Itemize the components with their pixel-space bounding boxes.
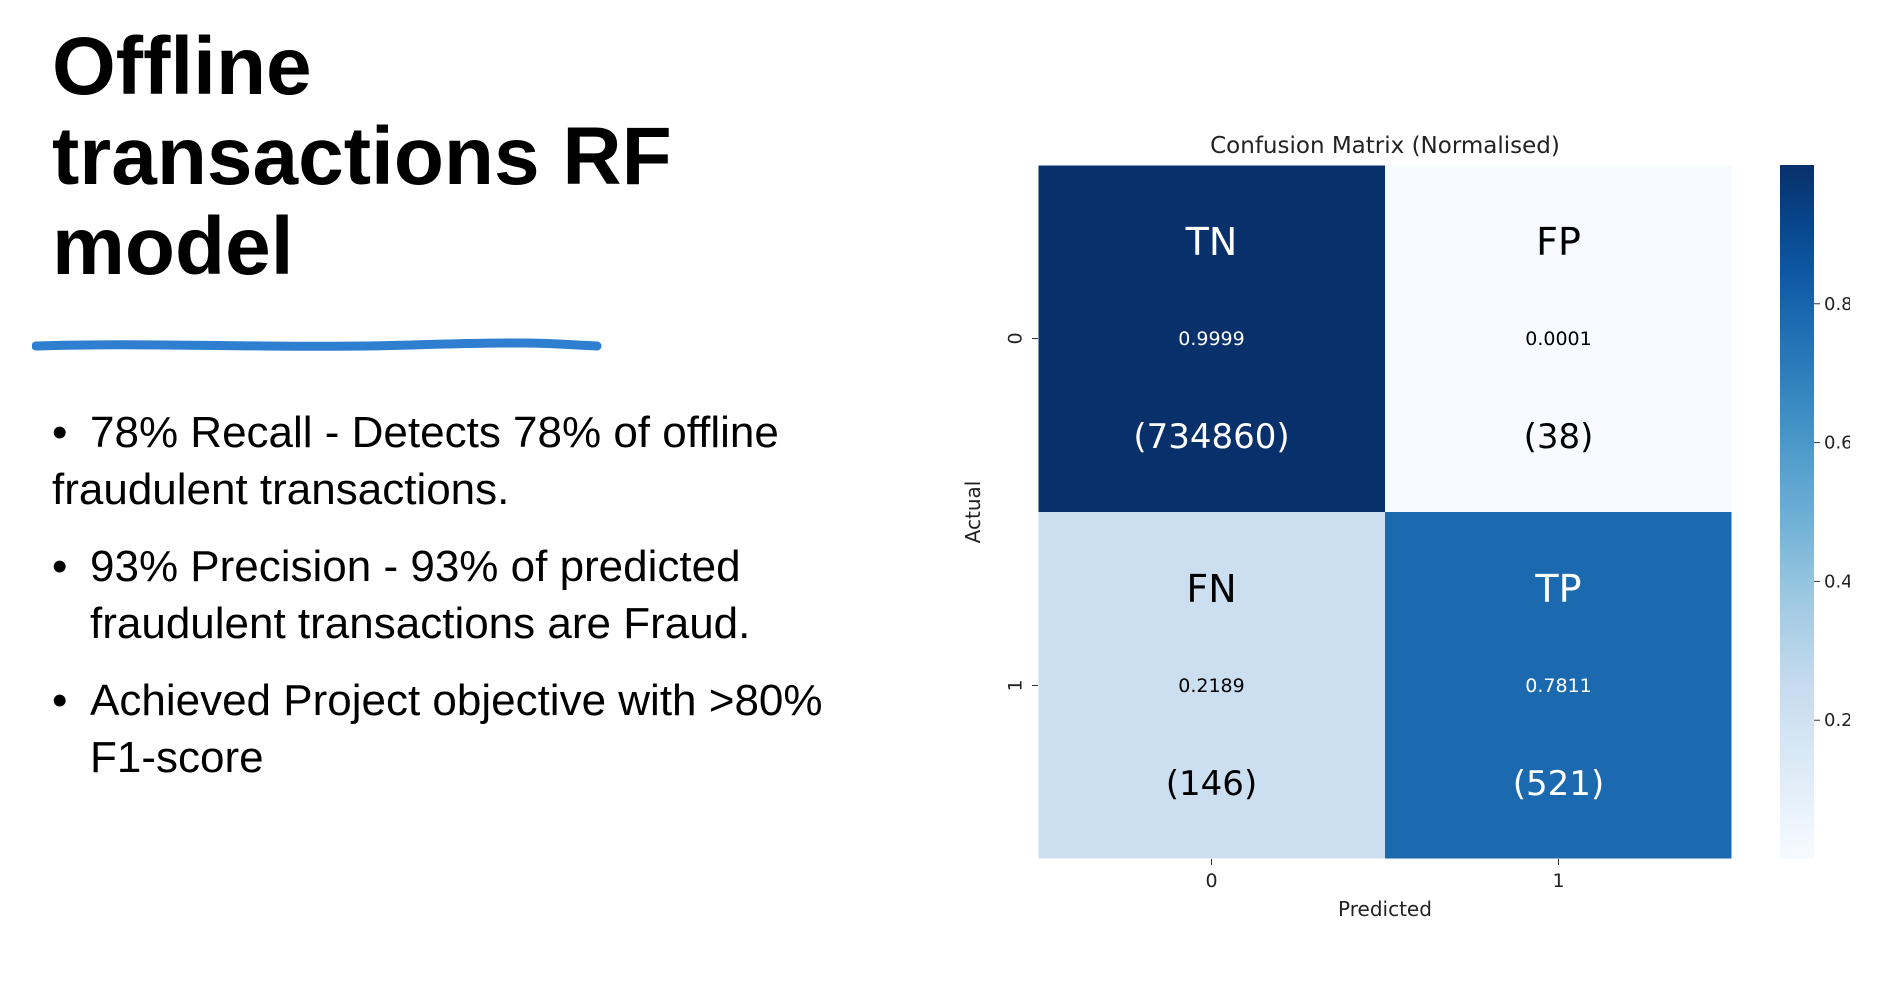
bullet-text: 93% Precision - 93% of predicted fraudul… xyxy=(90,542,751,648)
x-tick-label: 0 xyxy=(1205,870,1217,892)
title-underline xyxy=(32,338,602,351)
cell-class-label: FN xyxy=(1186,567,1236,611)
heatmap-cell xyxy=(1038,165,1385,512)
bullet-marker: • xyxy=(52,408,68,457)
bullet-marker: • xyxy=(52,542,68,591)
cell-count-label: (734860) xyxy=(1133,417,1289,457)
bullet-list: • 78% Recall - Detects 78% of offline fr… xyxy=(52,404,882,806)
cell-class-label: TN xyxy=(1185,220,1238,264)
x-tick-label: 1 xyxy=(1552,870,1564,892)
x-axis-label: Predicted xyxy=(1338,897,1432,921)
cell-count-label: (38) xyxy=(1524,417,1594,457)
y-axis-label: Actual xyxy=(961,481,985,544)
cell-value-label: 0.0001 xyxy=(1525,328,1591,350)
slide-title: Offline transactions RF model xyxy=(52,21,672,292)
heatmap-cell xyxy=(1038,512,1385,859)
cell-count-label: (521) xyxy=(1513,764,1604,804)
colorbar-tick-label: 0.2 xyxy=(1824,710,1850,731)
colorbar-tick-label: 0.6 xyxy=(1824,433,1850,454)
cell-value-label: 0.9999 xyxy=(1178,328,1244,350)
colorbar xyxy=(1780,165,1814,859)
cell-class-label: TP xyxy=(1534,567,1581,611)
bullet-text: Achieved Project objective with >80% F1-… xyxy=(90,676,823,782)
bullet-objective: • Achieved Project objective with >80% F… xyxy=(52,672,882,786)
chart-title: Confusion Matrix (Normalised) xyxy=(1210,133,1560,159)
bullet-recall: • 78% Recall - Detects 78% of offline fr… xyxy=(52,404,882,518)
colorbar-tick-label: 0.4 xyxy=(1824,571,1850,592)
bullet-precision: • 93% Precision - 93% of predicted fraud… xyxy=(52,538,882,652)
cell-class-label: FP xyxy=(1536,220,1581,264)
cell-value-label: 0.2189 xyxy=(1178,675,1244,697)
bullet-text: 78% Recall - Detects 78% of offline frau… xyxy=(52,408,779,514)
y-tick-label: 0 xyxy=(1005,332,1027,344)
heatmap-border xyxy=(1037,164,1733,860)
colorbar-tick-label: 0.8 xyxy=(1824,294,1850,315)
heatmap-cell xyxy=(1385,512,1732,859)
bullet-marker: • xyxy=(52,676,68,725)
cell-value-label: 0.7811 xyxy=(1525,675,1591,697)
cell-count-label: (146) xyxy=(1166,764,1257,804)
confusion-matrix-chart: Confusion Matrix (Normalised) TN 0.9999 (73… xyxy=(961,133,1850,921)
y-tick-label: 1 xyxy=(1005,679,1027,691)
heatmap-cell xyxy=(1385,165,1732,512)
